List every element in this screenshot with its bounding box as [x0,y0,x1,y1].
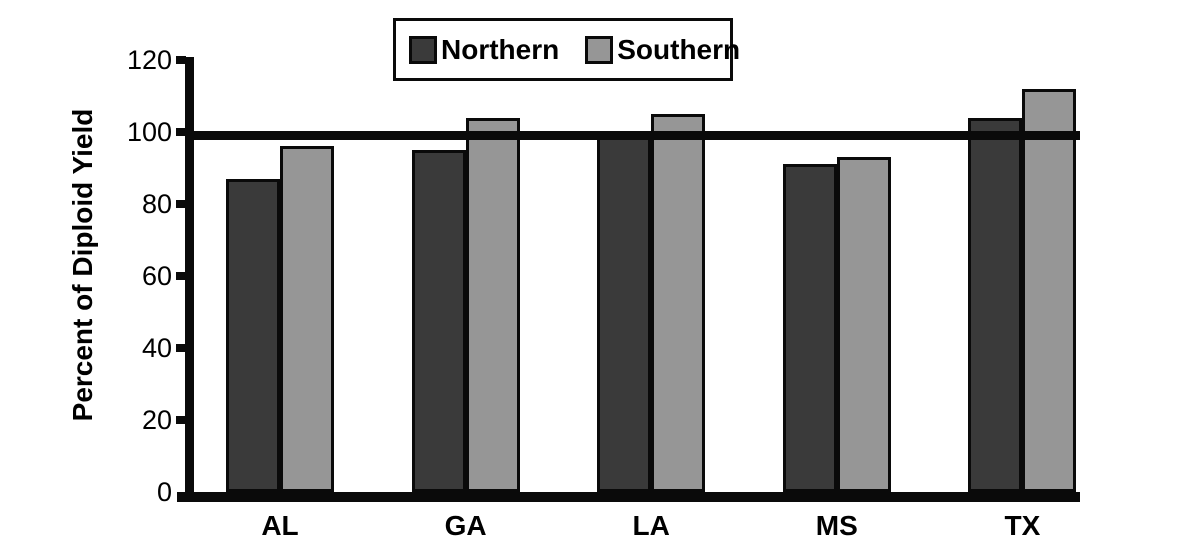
legend: Northern Southern [393,18,740,81]
northern-legend-swatch-icon [409,35,437,64]
y-tick-120 [176,56,186,64]
y-tick-label-0: 0 [156,477,172,507]
bar-northern-AL [226,178,280,492]
x-axis-label-MS: MS [815,510,858,541]
x-axis-label-TX: TX [1004,510,1041,541]
reference-line-100 [185,131,1080,140]
y-tick-label-80: 80 [141,189,172,219]
bar-northern-MS [782,164,837,492]
x-axis-label-AL: AL [261,510,299,541]
x-axis-line [177,492,1080,502]
southern-legend-label: Southern [617,33,741,65]
bar-southern-MS [836,157,891,492]
y-tick-label-60: 60 [141,261,172,291]
y-tick-100 [176,128,186,136]
y-tick-60 [176,272,186,280]
x-axis-label-GA: GA [444,510,487,541]
bar-northern-LA [597,135,652,492]
y-tick-40 [176,344,186,352]
northern-legend-label: Northern [441,33,560,65]
y-tick-label-40: 40 [141,333,172,363]
bar-southern-TX [1022,88,1077,492]
bar-southern-GA [465,117,520,492]
x-axis-label-LA: LA [632,510,670,541]
bar-southern-AL [280,146,334,492]
y-tick-20 [176,416,186,424]
y-tick-label-120: 120 [126,45,172,75]
y-axis-line [185,57,194,502]
y-tick-label-20: 20 [141,405,172,435]
southern-legend-swatch-icon [585,35,614,64]
bar-northern-TX [968,117,1023,492]
y-tick-label-100: 100 [126,117,172,147]
bar-southern-LA [651,114,706,492]
y-tick-80 [176,200,186,208]
bar-northern-GA [411,150,466,492]
